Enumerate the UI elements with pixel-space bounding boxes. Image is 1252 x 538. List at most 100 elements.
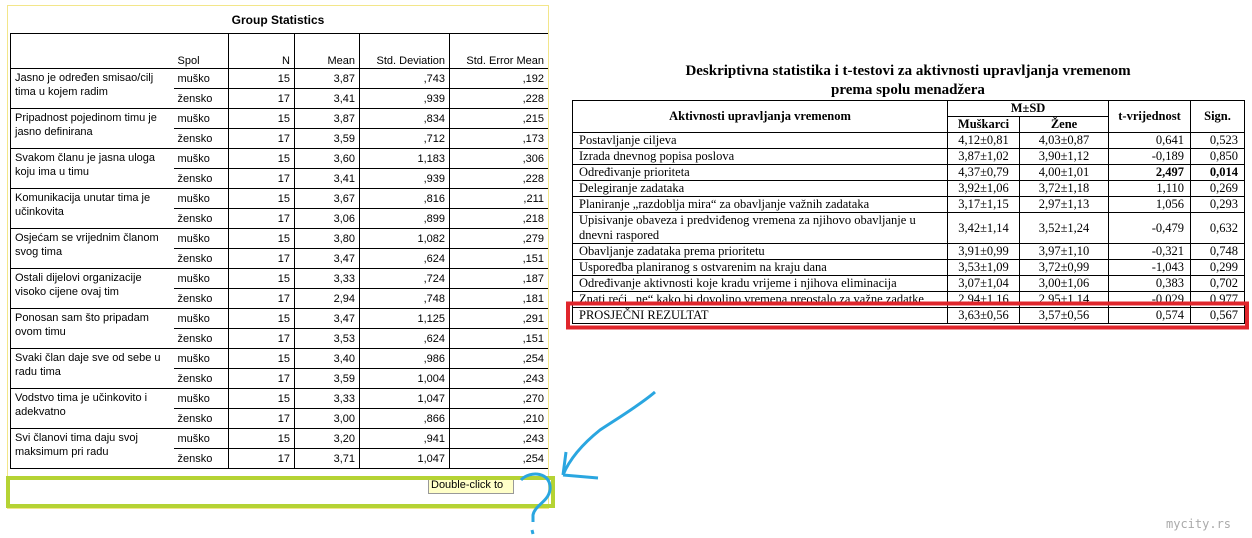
data-row: žensko 17 3,47,624,151 xyxy=(11,248,548,269)
group-cell: muško xyxy=(173,348,229,369)
value-cell: 15 xyxy=(228,268,295,289)
value-cell: 0,977 xyxy=(1190,291,1246,308)
value-cell: 3,33 xyxy=(294,268,360,289)
value-cell: 4,00±1,01 xyxy=(1018,164,1110,181)
value-cell: 3,87±1,02 xyxy=(947,148,1020,165)
header-cell: N xyxy=(228,33,295,69)
value-cell: ,748 xyxy=(359,288,450,309)
value-cell: ,816 xyxy=(359,188,450,209)
value-cell: 1,110 xyxy=(1108,180,1192,197)
value-cell: 0,641 xyxy=(1108,132,1192,149)
header-cell: Muškarci xyxy=(947,116,1020,133)
activity-cell: Uspoređba planiranog s ostvarenim na kra… xyxy=(572,259,948,276)
header-cell: Sign. xyxy=(1190,100,1246,133)
value-cell: 3,07±1,04 xyxy=(947,275,1020,292)
value-cell: 3,60 xyxy=(294,148,360,169)
value-cell: 15 xyxy=(228,428,295,449)
group-statistics-table: Spol N Mean Std. Deviation Std. Error Mean J… xyxy=(10,33,548,469)
value-cell: 3,72±1,18 xyxy=(1018,180,1110,197)
data-row: Osjećam se vrijednim članom svog tima muš… xyxy=(10,228,548,269)
value-cell: 15 xyxy=(228,188,295,209)
row-label: Vodstvo tima je učinkovito i adekvatno xyxy=(10,388,174,429)
value-cell: 3,87 xyxy=(294,108,360,129)
header-cell: Std. Error Mean xyxy=(449,33,548,69)
title-line: Deskriptivna statistika i t-testovi za a… xyxy=(685,63,1131,79)
value-cell: 0,293 xyxy=(1190,196,1246,213)
group-cell: žensko xyxy=(173,208,229,229)
value-cell: ,624 xyxy=(359,248,450,269)
data-row: Svakom članu je jasna uloga koju ima u t… xyxy=(10,148,548,189)
value-cell: 1,125 xyxy=(359,308,450,329)
group-cell: muško xyxy=(173,428,229,449)
data-row: žensko 17 3,00,866,210 xyxy=(11,408,548,429)
header-cell: M±SD xyxy=(946,100,1110,117)
arrow-head xyxy=(561,451,599,480)
value-cell: -0,321 xyxy=(1108,243,1192,260)
value-cell: 0,850 xyxy=(1190,148,1246,165)
value-cell: ,215 xyxy=(449,108,548,129)
group-cell: muško xyxy=(173,308,229,329)
value-cell: ,270 xyxy=(449,388,548,409)
value-cell: 15 xyxy=(228,388,295,409)
value-cell: 15 xyxy=(228,228,295,249)
group-cell: žensko xyxy=(173,128,229,149)
value-cell: ,151 xyxy=(449,248,548,269)
activity-cell: Određivanje prioriteta xyxy=(572,164,948,181)
value-cell: 3,17±1,15 xyxy=(947,196,1020,213)
data-row: Postavljanje ciljeva 4,12±0,81 4,03±0,87 0,… xyxy=(572,132,1246,149)
data-row: Jasno je određen smisao/cilj tima u koje… xyxy=(10,68,548,109)
row-label: Osjećam se vrijednim članom svog tima xyxy=(10,228,174,269)
header-cell: Mean xyxy=(294,33,360,69)
value-cell: 3,63±0,56 xyxy=(947,307,1020,324)
value-cell: 1,082 xyxy=(359,228,450,249)
value-cell: 17 xyxy=(228,128,295,149)
value-cell: 3,59 xyxy=(294,128,360,149)
header-cell: Aktivnosti upravljanja vremenom xyxy=(572,100,948,133)
value-cell: 3,47 xyxy=(294,308,360,329)
group-cell: žensko xyxy=(173,368,229,389)
value-cell: ,254 xyxy=(449,348,548,369)
activity-cell: Obavljanje zadataka prema prioritetu xyxy=(572,243,948,260)
value-cell: 2,497 xyxy=(1108,164,1192,181)
value-cell: ,181 xyxy=(449,288,548,309)
value-cell: 3,59 xyxy=(294,368,360,389)
value-cell: ,254 xyxy=(449,448,548,469)
data-row: Planiranje „razdoblja mira“ za obavljanj… xyxy=(572,196,1246,213)
data-row: žensko 17 2,94,748,181 xyxy=(11,288,548,309)
value-cell: 0,567 xyxy=(1190,307,1246,324)
value-cell: ,743 xyxy=(359,68,450,89)
value-cell: 4,03±0,87 xyxy=(1018,132,1110,149)
value-cell: 3,72±0,99 xyxy=(1018,259,1110,276)
group-cell: žensko xyxy=(173,328,229,349)
value-cell: ,210 xyxy=(449,408,548,429)
header-cell: Spol xyxy=(173,33,229,69)
value-cell: -0,029 xyxy=(1108,291,1192,308)
value-cell: 0,632 xyxy=(1190,212,1246,244)
header-row: Muškarci Žene xyxy=(573,116,1245,133)
value-cell: ,624 xyxy=(359,328,450,349)
value-cell: 3,80 xyxy=(294,228,360,249)
value-cell: ,173 xyxy=(449,128,548,149)
data-row: Znati reći „ne“ kako bi dovoljno vremena… xyxy=(572,291,1246,308)
group-cell: žensko xyxy=(173,448,229,469)
header-row: Aktivnosti upravljanja vremenom M±SD t-v… xyxy=(572,100,1246,133)
value-cell: 15 xyxy=(228,348,295,369)
value-cell: ,866 xyxy=(359,408,450,429)
value-cell: 15 xyxy=(228,148,295,169)
value-cell: ,834 xyxy=(359,108,450,129)
value-cell: 0,299 xyxy=(1190,259,1246,276)
data-row: Ponosan sam što pripadam ovom timu muško 1… xyxy=(10,308,548,349)
data-row: Komunikacija unutar tima je učinkovita mu… xyxy=(10,188,548,229)
value-cell: 0,383 xyxy=(1108,275,1192,292)
activity-cell: Planiranje „razdoblja mira“ za obavljanj… xyxy=(572,196,948,213)
value-cell: ,187 xyxy=(449,268,548,289)
value-cell: 2,97±1,13 xyxy=(1018,196,1110,213)
value-cell: 3,41 xyxy=(294,168,360,189)
value-cell: ,939 xyxy=(359,168,450,189)
value-cell: 3,90±1,12 xyxy=(1018,148,1110,165)
value-cell: 0,014 xyxy=(1190,164,1246,181)
value-cell: ,228 xyxy=(449,88,548,109)
activity-cell: PROSJEČNI REZULTAT xyxy=(572,307,948,324)
value-cell: 3,53±1,09 xyxy=(947,259,1020,276)
